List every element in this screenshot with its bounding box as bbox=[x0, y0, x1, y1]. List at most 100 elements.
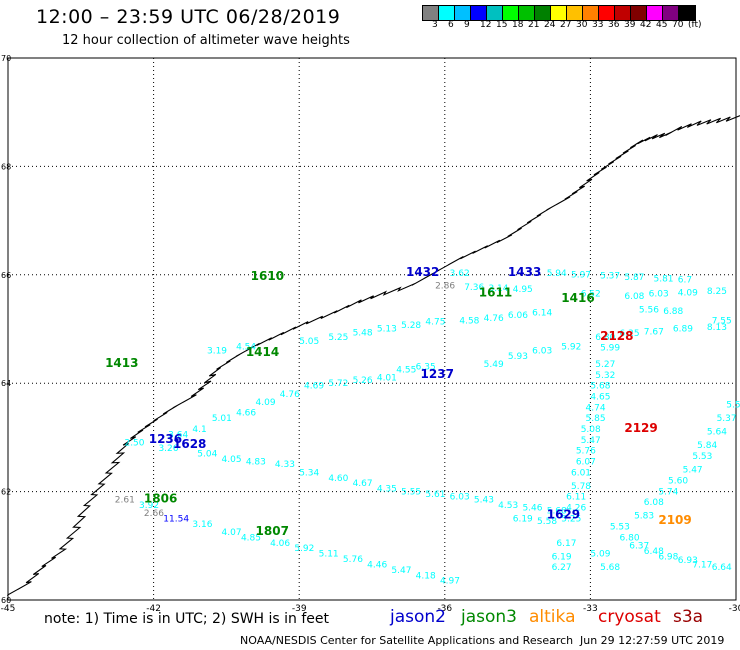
wave-height-label: 5.01 bbox=[212, 414, 232, 424]
wave-height-label: 6.64 bbox=[712, 563, 732, 573]
wave-height-label: 5.78 bbox=[571, 482, 591, 492]
scale-swatch bbox=[519, 6, 535, 20]
wave-height-label: 5.68 bbox=[590, 382, 610, 392]
scale-label: 33 bbox=[592, 20, 604, 30]
wave-height-label: 6.93 bbox=[678, 556, 698, 566]
wave-height-label: 5.85 bbox=[586, 414, 606, 424]
scale-swatch bbox=[647, 6, 663, 20]
wave-height-label: 6.7 bbox=[678, 275, 692, 285]
wave-height-label: 5.81 bbox=[653, 274, 673, 284]
wave-height-label: 5.37 bbox=[600, 272, 620, 282]
scale-label: 70 bbox=[672, 20, 684, 30]
wave-height-label: 6.27 bbox=[552, 563, 572, 573]
satellite-altika: altika bbox=[529, 607, 576, 627]
wave-height-label: 5.53 bbox=[692, 452, 712, 462]
wave-height-label: 4.1 bbox=[192, 425, 206, 435]
wave-height-label: 2.50 bbox=[124, 439, 144, 449]
wave-height-label: 5.13 bbox=[377, 325, 397, 335]
wave-height-label: 4.09 bbox=[678, 288, 698, 298]
satellite-s3a: s3a bbox=[673, 607, 704, 627]
wave-height-label: 6.89 bbox=[673, 325, 693, 335]
pass-time-label: 1628 bbox=[173, 437, 206, 451]
wave-height-label: 6.52 bbox=[581, 289, 601, 299]
map-title: 12:00 – 23:59 UTC 06/28/2019 bbox=[36, 6, 341, 28]
scale-label: 27 bbox=[560, 20, 572, 30]
wave-height-label: 4.76 bbox=[280, 390, 300, 400]
wave-height-label: 3.14 bbox=[488, 284, 508, 294]
scale-label: 45 bbox=[656, 20, 668, 30]
wave-height-label: 5.94 bbox=[547, 269, 567, 279]
wave-height-label: 5.87 bbox=[624, 273, 644, 283]
wave-height-label: 5.58 bbox=[537, 517, 557, 527]
pass-time-label: 2129 bbox=[624, 421, 657, 435]
scale-swatch bbox=[487, 6, 503, 20]
scale-swatch bbox=[567, 6, 583, 20]
scale-label: 24 bbox=[544, 20, 556, 30]
wave-height-label: 4.66 bbox=[236, 409, 256, 419]
scale-label: 42 bbox=[640, 20, 652, 30]
pass-time-label: 1432 bbox=[406, 265, 439, 279]
satellite-jason2: jason2 bbox=[390, 607, 446, 627]
wave-height-label: 5.25 bbox=[328, 333, 348, 343]
wave-height-label: 5.68 bbox=[600, 563, 620, 573]
wave-height-label: 3.16 bbox=[192, 520, 212, 530]
wave-height-label: 5.53 bbox=[610, 523, 630, 533]
scale-swatch bbox=[423, 6, 439, 20]
scale-label: 30 bbox=[576, 20, 588, 30]
wave-height-label: 5.08 bbox=[581, 425, 601, 435]
satellite-cryosat: cryosat bbox=[598, 607, 661, 627]
wave-height-label: 4.76 bbox=[484, 314, 504, 324]
wave-height-label: 3.92 bbox=[139, 501, 159, 511]
scale-swatch bbox=[455, 6, 471, 20]
pass-time-label: 1236 bbox=[149, 432, 182, 446]
wave-height-label: 5.32 bbox=[595, 371, 615, 381]
wave-height-label: 7.36 bbox=[464, 283, 484, 293]
pass-time-label: 2109 bbox=[658, 513, 691, 527]
wave-height-label: 8.13 bbox=[707, 323, 727, 333]
lon-tick-label: -45 bbox=[1, 604, 16, 614]
wave-height-label: 5.93 bbox=[508, 352, 528, 362]
wave-height-label: 3.19 bbox=[207, 346, 227, 356]
wave-height-label: 6.19 bbox=[513, 514, 533, 524]
scale-swatch bbox=[551, 6, 567, 20]
wave-height-label: 5.46 bbox=[522, 504, 542, 514]
scale-swatch bbox=[439, 6, 455, 20]
wave-height-label: 4.26 bbox=[566, 504, 586, 514]
wave-height-label: 5.64 bbox=[707, 428, 727, 438]
pass-time-label: 1807 bbox=[256, 524, 289, 538]
wave-height-label: 4.06 bbox=[270, 539, 290, 549]
wave-height-label: 6.11 bbox=[566, 493, 586, 503]
wave-height-label: 4.67 bbox=[353, 479, 373, 489]
wave-height-label: 6.19 bbox=[552, 552, 572, 562]
wave-height-label: 4.33 bbox=[275, 460, 295, 470]
wave-height-label: 5.92 bbox=[561, 343, 581, 353]
wave-height-label: 4.69 bbox=[304, 382, 324, 392]
lon-tick-label: -33 bbox=[583, 604, 598, 614]
wave-height-label: 4.18 bbox=[416, 571, 436, 581]
wave-height-label: 4.07 bbox=[222, 528, 242, 538]
wave-height-label: 5.05 bbox=[299, 337, 319, 347]
wave-height-label: 5.28 bbox=[401, 321, 421, 331]
wave-height-label: 5.92 bbox=[294, 544, 314, 554]
wave-height-label: 5.49 bbox=[484, 360, 504, 370]
lon-tick-label: -42 bbox=[146, 604, 161, 614]
scale-swatch bbox=[599, 6, 615, 20]
wave-height-label: 5.84 bbox=[697, 441, 717, 451]
wave-height-label: 5.26 bbox=[353, 376, 373, 386]
scale-label: 6 bbox=[448, 20, 454, 30]
scale-swatch bbox=[583, 6, 599, 20]
wave-height-label: 5.74 bbox=[658, 487, 678, 497]
wave-height-label: 6.80 bbox=[595, 333, 615, 343]
wave-height-label: 4.01 bbox=[377, 373, 397, 383]
scale-label: 3 bbox=[432, 20, 438, 30]
wave-height-label: 4.09 bbox=[256, 398, 276, 408]
wave-height-label: 5.11 bbox=[319, 550, 339, 560]
wave-height-label: 6.37 bbox=[629, 542, 649, 552]
pass-time-label: 1413 bbox=[105, 356, 138, 370]
map-frame bbox=[7, 57, 737, 601]
wave-height-label: 5.09 bbox=[590, 550, 610, 560]
wave-height-label: 6.48 bbox=[644, 547, 664, 557]
wave-height-label: 6.35 bbox=[416, 363, 436, 373]
wave-height-label: 5.60 bbox=[668, 476, 688, 486]
